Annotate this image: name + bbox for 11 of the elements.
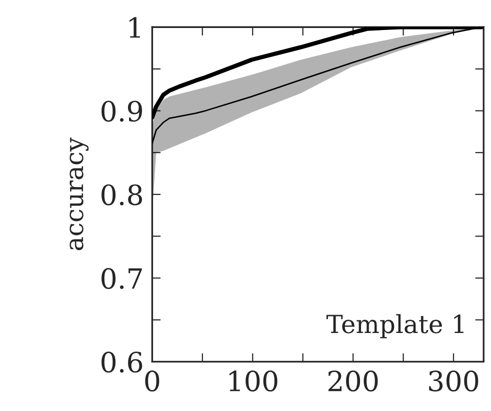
x-tick-label: 0 — [145, 370, 160, 392]
x-tick-label: 100 — [230, 370, 278, 392]
x-tick-label: 300 — [429, 370, 478, 392]
y-tick-label: 0.6 — [102, 352, 142, 373]
y-tick-label: 0.9 — [102, 100, 142, 122]
y-axis-title: accuracy — [70, 137, 89, 250]
y-tick-label: 0.8 — [102, 184, 142, 206]
annotation: Template 1 — [326, 314, 464, 338]
x-tick-label: 200 — [328, 370, 378, 392]
y-tick-label: 0.7 — [102, 268, 142, 289]
y-tick-label: 1 — [130, 17, 140, 38]
